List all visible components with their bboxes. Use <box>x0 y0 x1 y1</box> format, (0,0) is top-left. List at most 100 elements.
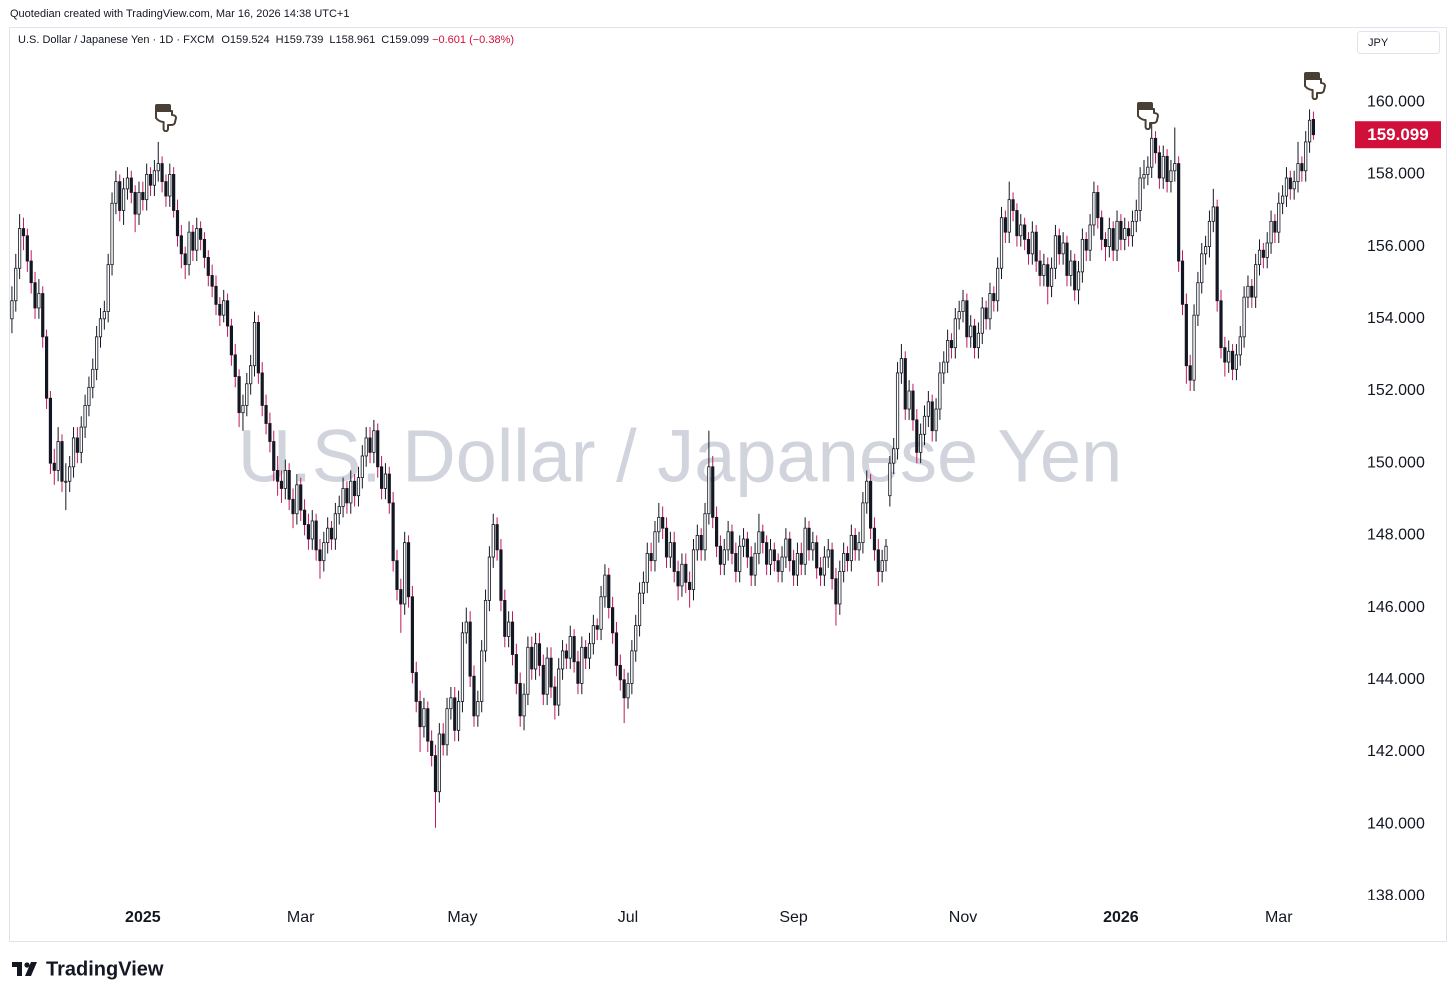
candle-body <box>441 733 445 746</box>
candle-body <box>630 650 634 684</box>
candle-body <box>861 502 865 544</box>
candle-body <box>125 177 130 190</box>
candle-body <box>91 368 95 388</box>
candle-body <box>507 621 511 637</box>
candle-body <box>56 441 60 471</box>
candle-body <box>183 253 187 266</box>
candle-body <box>503 599 507 637</box>
candle-body <box>406 542 411 598</box>
candle-body <box>1069 260 1073 276</box>
candle-body <box>18 228 22 269</box>
candle-body <box>1261 249 1265 258</box>
candle-body <box>815 542 819 569</box>
candle-body <box>1076 271 1081 291</box>
candle-body <box>291 498 295 515</box>
candle-body <box>1065 242 1069 276</box>
candle-body <box>568 636 572 659</box>
candle-body <box>1200 253 1204 284</box>
candle-body <box>672 542 676 572</box>
ohlc-key: C <box>381 34 389 46</box>
candle-body <box>129 177 133 193</box>
currency-box[interactable] <box>1357 31 1440 54</box>
currency[interactable]: JPY <box>1368 37 1389 49</box>
candle-body <box>611 607 615 634</box>
candle-body <box>530 646 534 670</box>
candle-body <box>1107 228 1111 247</box>
candle-body <box>1049 267 1054 287</box>
candle-body <box>865 480 869 504</box>
candle-body <box>1146 166 1150 175</box>
candle-body <box>676 571 680 587</box>
candle-body <box>1281 195 1285 204</box>
candle-body <box>930 401 934 432</box>
candle-body <box>911 390 915 421</box>
x-tick-label: Nov <box>949 909 977 926</box>
candle-body <box>1073 260 1077 291</box>
candle-body <box>33 282 37 309</box>
candle-body <box>391 502 395 562</box>
candle-body <box>202 238 207 258</box>
ohlc-value: 159.099 <box>389 34 429 46</box>
candle-body <box>649 553 653 562</box>
candle-body <box>591 625 595 645</box>
candle-body <box>145 173 149 201</box>
candle-body <box>1023 224 1027 240</box>
y-tick-label: 148.000 <box>1367 527 1425 544</box>
candle-body <box>21 228 26 237</box>
candle-body <box>699 534 703 551</box>
candle-body <box>260 372 264 406</box>
candle-body <box>1126 228 1131 237</box>
candle-body <box>899 358 904 374</box>
candle-body <box>1007 199 1011 233</box>
candle-body <box>807 527 811 551</box>
candle-body <box>252 322 257 367</box>
candle-body <box>957 311 961 320</box>
candle-body <box>148 173 153 186</box>
candle-body <box>811 542 815 551</box>
candle-body <box>757 531 761 554</box>
candle-body <box>903 358 907 410</box>
y-tick-label: 140.000 <box>1367 815 1425 832</box>
candle-body <box>780 556 784 572</box>
candle-body <box>557 668 561 706</box>
candle-body <box>1257 249 1262 266</box>
candle-body <box>996 267 1000 302</box>
candle-body <box>1265 242 1269 258</box>
candle-body <box>403 542 407 605</box>
candle-body <box>842 553 846 572</box>
candle-body <box>245 383 249 406</box>
candle-body <box>691 549 696 590</box>
candle-body <box>453 697 457 731</box>
candle-body <box>761 531 765 544</box>
candle-body <box>418 701 422 728</box>
candle-body <box>156 163 160 172</box>
candle-body <box>738 545 742 572</box>
candle-body <box>437 733 441 793</box>
candle-body <box>410 596 414 673</box>
candle-body <box>360 455 364 479</box>
x-tick-label: 2026 <box>1103 909 1139 926</box>
interval-source: · 1D · FXCM <box>153 34 215 46</box>
candle-body <box>276 470 280 482</box>
candle-body <box>580 646 584 684</box>
candle-body <box>433 755 438 793</box>
candle-body <box>1015 210 1019 237</box>
candle-body <box>1238 336 1242 356</box>
candle-body <box>225 300 230 327</box>
candle-body <box>241 405 245 414</box>
candle-body <box>1311 118 1316 136</box>
candle-body <box>718 545 723 565</box>
candle-body <box>1153 137 1158 154</box>
candle-body <box>472 675 476 717</box>
candle-body <box>1123 228 1127 240</box>
candle-body <box>564 650 569 659</box>
candle-body <box>44 336 49 399</box>
candle-body <box>853 534 857 551</box>
ohlc-key: O <box>221 34 230 46</box>
candle-body <box>483 599 488 652</box>
candle-body <box>426 708 430 742</box>
candle-body <box>1165 155 1169 183</box>
candle-body <box>518 683 522 717</box>
candle-body <box>1230 350 1235 370</box>
x-tick-label: Mar <box>1265 909 1293 926</box>
